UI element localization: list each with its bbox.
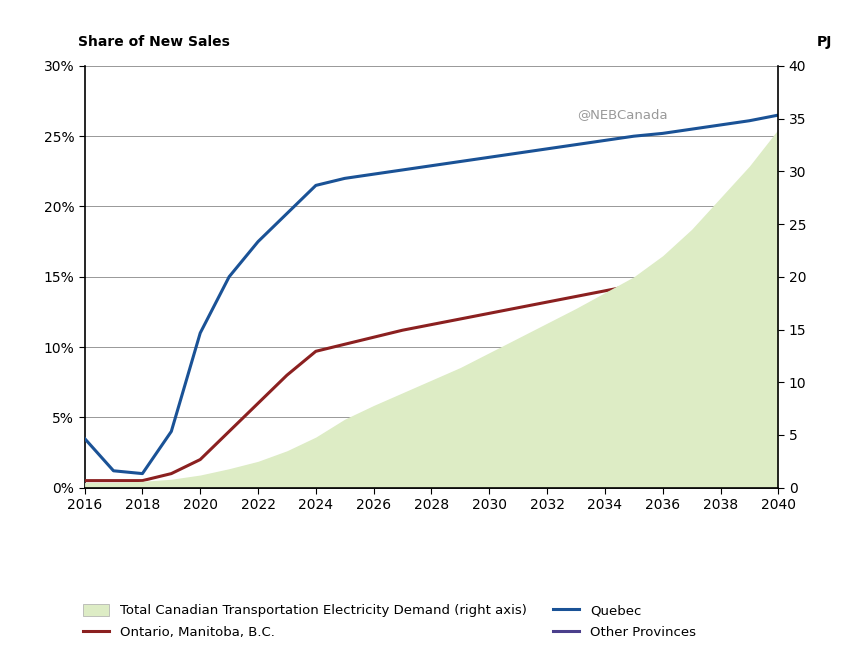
Text: PJ: PJ: [816, 35, 832, 49]
Text: @NEBCanada: @NEBCanada: [577, 108, 667, 121]
Text: Share of New Sales: Share of New Sales: [78, 35, 229, 49]
Legend: Total Canadian Transportation Electricity Demand (right axis), Ontario, Manitoba: Total Canadian Transportation Electricit…: [83, 604, 696, 639]
